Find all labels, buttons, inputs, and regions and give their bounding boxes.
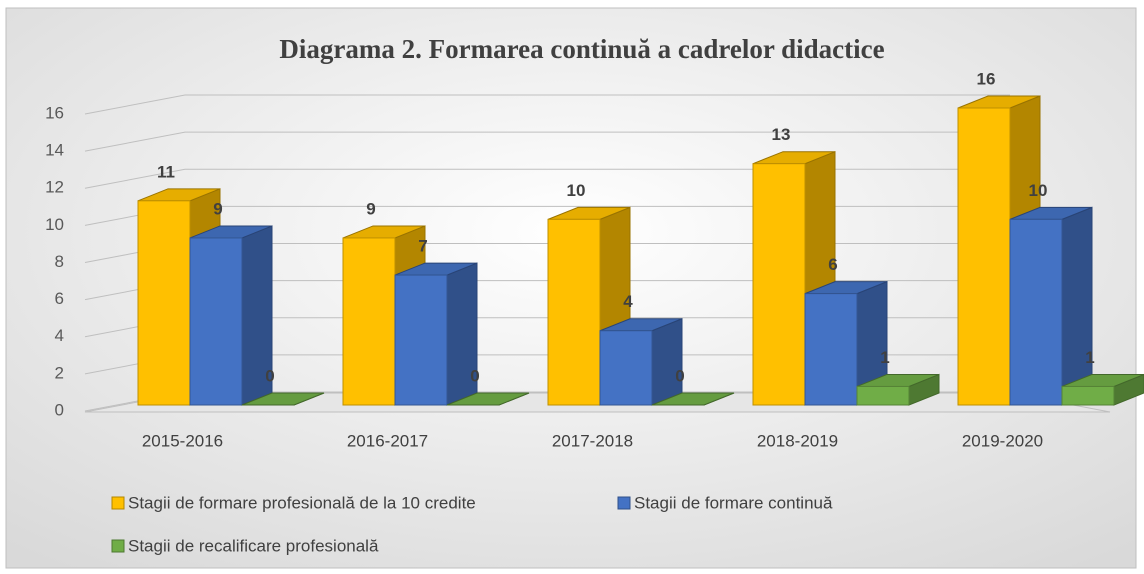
data-label: 1 [1085,348,1094,367]
bar-top [446,392,530,406]
grid-line [84,131,1010,152]
bar-side [1061,206,1093,406]
y-tick-label: 12 [45,178,64,197]
y-tick-label: 8 [55,252,64,271]
y-tick-label: 0 [55,400,64,419]
data-label: 9 [213,199,222,218]
bar [137,200,191,406]
data-label: 10 [567,181,586,200]
bar-top [651,392,735,406]
chart-title: Diagrama 2. Formarea continuă a cadrelor… [279,34,884,64]
bar [394,274,448,406]
bar [957,107,1011,406]
bar-side [651,318,683,406]
data-label: 0 [675,366,684,385]
data-label: 7 [418,237,427,256]
bar-top [241,392,325,406]
data-label: 1 [880,348,889,367]
y-tick-label: 4 [55,326,64,345]
data-label: 6 [828,255,837,274]
bar [804,293,858,406]
legend-swatch [111,496,125,510]
bar [599,330,653,406]
bar [752,163,806,406]
bar [856,385,910,406]
data-label: 0 [470,366,479,385]
data-label: 4 [623,292,633,311]
x-tick-label: 2015-2016 [142,431,223,450]
legend-label: Stagii de recalificare profesională [128,536,379,555]
bar [1009,218,1063,406]
data-label: 9 [366,199,375,218]
y-tick-label: 2 [55,363,64,382]
x-tick-label: 2016-2017 [347,431,428,450]
x-tick-label: 2019-2020 [962,431,1043,450]
bar [1061,385,1115,406]
x-tick-label: 2017-2018 [552,431,633,450]
legend-swatch [111,539,125,553]
legend-label: Stagii de formare profesională de la 10 … [128,493,476,512]
data-label: 10 [1029,181,1048,200]
data-label: 0 [265,366,274,385]
data-label: 13 [772,125,791,144]
legend-swatch [617,496,631,510]
y-tick-label: 6 [55,289,64,308]
bar [547,218,601,406]
y-tick-label: 14 [45,141,64,160]
y-tick-label: 10 [45,215,64,234]
data-label: 16 [977,69,996,88]
legend-label: Stagii de formare continuă [634,493,833,512]
x-tick-label: 2018-2019 [757,431,838,450]
bar [189,237,243,406]
bar [342,237,396,406]
data-label: 11 [157,162,175,181]
grid-line [84,168,1010,189]
y-tick-label: 16 [45,103,64,122]
grid-line [84,94,1010,115]
